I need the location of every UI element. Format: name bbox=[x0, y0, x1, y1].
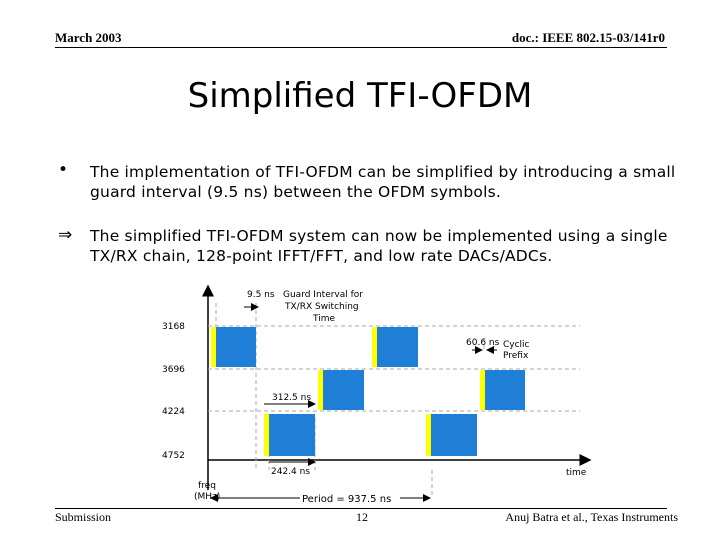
guard-label-line3: Time bbox=[312, 314, 335, 324]
freq-label-3168: 3168 bbox=[162, 322, 185, 332]
ofdm-symbol-5 bbox=[480, 370, 525, 410]
band-guides bbox=[208, 303, 580, 498]
y-axis-title-line1: freq bbox=[198, 481, 216, 491]
footer-rule bbox=[55, 508, 667, 509]
y-axis-title-line2: (MHz) bbox=[194, 492, 220, 502]
freq-label-3696: 3696 bbox=[162, 365, 185, 375]
bullet-marker-2: ⇒ bbox=[58, 225, 73, 245]
footer-author: Anuj Batra et al., Texas Instruments bbox=[505, 510, 678, 524]
freq-label-4752: 4752 bbox=[162, 451, 185, 461]
ofdm-symbol-2 bbox=[318, 370, 364, 410]
guard-value: 9.5 ns bbox=[247, 290, 275, 300]
ofdm-symbol-1 bbox=[211, 327, 256, 367]
slide-title: Simplified TFI-OFDM bbox=[187, 76, 533, 116]
footer-submission: Submission bbox=[55, 510, 112, 524]
symbol-duration-label: 312.5 ns bbox=[272, 393, 311, 403]
ofdm-symbol-6 bbox=[426, 414, 477, 456]
ofdm-symbol-4 bbox=[372, 327, 418, 367]
period-label: Period = 937.5 ns bbox=[302, 494, 391, 505]
header-rule bbox=[55, 47, 667, 48]
footer-page-number: 12 bbox=[356, 510, 368, 524]
bullet-text-1: The implementation of TFI-OFDM can be si… bbox=[90, 163, 676, 201]
data-duration-label: 242.4 ns bbox=[271, 467, 310, 477]
bullet-text-2: The simplified TFI-OFDM system can now b… bbox=[90, 227, 668, 265]
header-doc-id: doc.: IEEE 802.15-03/141r0 bbox=[511, 30, 665, 45]
cp-label-line2: Prefix bbox=[503, 351, 529, 361]
cp-label-line1: Cyclic bbox=[503, 340, 530, 350]
guard-label-line1: Guard Interval for bbox=[283, 290, 363, 300]
freq-label-4224: 4224 bbox=[162, 407, 185, 417]
x-axis-title: time bbox=[566, 468, 587, 478]
header-date: March 2003 bbox=[55, 30, 122, 45]
guard-label-line2: TX/RX Switching bbox=[284, 302, 359, 312]
bullet-marker-1: • bbox=[58, 160, 69, 180]
ofdm-symbol-3 bbox=[264, 414, 315, 456]
cp-value: 60.6 ns bbox=[466, 338, 500, 348]
